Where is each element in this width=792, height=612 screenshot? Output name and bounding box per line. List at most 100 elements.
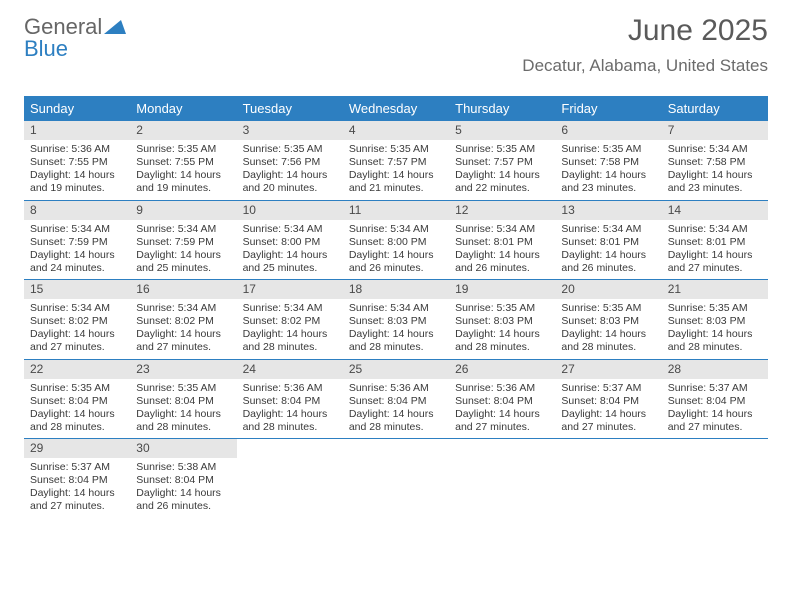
cell-line: Daylight: 14 hours xyxy=(136,169,230,182)
cell-body: Sunrise: 5:34 AMSunset: 7:59 PMDaylight:… xyxy=(130,220,236,280)
cell-line: Sunset: 8:04 PM xyxy=(668,395,762,408)
cell-line: Daylight: 14 hours xyxy=(668,249,762,262)
cell-line: and 28 minutes. xyxy=(243,421,337,434)
calendar-cell: 14Sunrise: 5:34 AMSunset: 8:01 PMDayligh… xyxy=(662,201,768,280)
day-number: 5 xyxy=(449,121,555,140)
calendar-cell: 19Sunrise: 5:35 AMSunset: 8:03 PMDayligh… xyxy=(449,280,555,359)
cell-line: Sunrise: 5:35 AM xyxy=(561,302,655,315)
day-number: 21 xyxy=(662,280,768,299)
cell-body: Sunrise: 5:34 AMSunset: 8:02 PMDaylight:… xyxy=(130,299,236,359)
day-number: 3 xyxy=(237,121,343,140)
day-number: 17 xyxy=(237,280,343,299)
logo-text-2: Blue xyxy=(24,36,68,61)
cell-line: Daylight: 14 hours xyxy=(668,328,762,341)
cell-line: Sunset: 7:56 PM xyxy=(243,156,337,169)
calendar-cell: 4Sunrise: 5:35 AMSunset: 7:57 PMDaylight… xyxy=(343,121,449,200)
weekday-label: Tuesday xyxy=(237,96,343,121)
cell-body: Sunrise: 5:34 AMSunset: 8:02 PMDaylight:… xyxy=(237,299,343,359)
cell-line: Daylight: 14 hours xyxy=(243,328,337,341)
cell-line: Sunrise: 5:35 AM xyxy=(30,382,124,395)
cell-line: Sunset: 8:04 PM xyxy=(349,395,443,408)
cell-line: Daylight: 14 hours xyxy=(561,328,655,341)
cell-line: Sunset: 7:57 PM xyxy=(455,156,549,169)
cell-line: Daylight: 14 hours xyxy=(136,408,230,421)
calendar-cell xyxy=(237,439,343,518)
cell-line: Sunrise: 5:35 AM xyxy=(561,143,655,156)
cell-line: Sunrise: 5:36 AM xyxy=(30,143,124,156)
cell-line: Sunset: 8:04 PM xyxy=(30,395,124,408)
cell-line: Sunrise: 5:35 AM xyxy=(136,143,230,156)
cell-body: Sunrise: 5:35 AMSunset: 8:04 PMDaylight:… xyxy=(130,379,236,439)
cell-line: and 25 minutes. xyxy=(243,262,337,275)
cell-body: Sunrise: 5:35 AMSunset: 7:56 PMDaylight:… xyxy=(237,140,343,200)
cell-line: Sunset: 7:59 PM xyxy=(30,236,124,249)
day-number: 11 xyxy=(343,201,449,220)
cell-line: and 20 minutes. xyxy=(243,182,337,195)
calendar-cell: 18Sunrise: 5:34 AMSunset: 8:03 PMDayligh… xyxy=(343,280,449,359)
cell-line: and 24 minutes. xyxy=(30,262,124,275)
day-number: 9 xyxy=(130,201,236,220)
weekday-label: Wednesday xyxy=(343,96,449,121)
calendar-week: 22Sunrise: 5:35 AMSunset: 8:04 PMDayligh… xyxy=(24,360,768,440)
calendar-week: 1Sunrise: 5:36 AMSunset: 7:55 PMDaylight… xyxy=(24,121,768,201)
cell-line: Sunset: 8:01 PM xyxy=(561,236,655,249)
logo: General Blue xyxy=(24,16,126,60)
cell-line: Sunset: 7:55 PM xyxy=(30,156,124,169)
calendar-cell: 16Sunrise: 5:34 AMSunset: 8:02 PMDayligh… xyxy=(130,280,236,359)
cell-line: Daylight: 14 hours xyxy=(30,328,124,341)
cell-line: Daylight: 14 hours xyxy=(561,408,655,421)
cell-line: Sunrise: 5:34 AM xyxy=(349,223,443,236)
cell-line: and 22 minutes. xyxy=(455,182,549,195)
day-number: 30 xyxy=(130,439,236,458)
calendar-cell: 25Sunrise: 5:36 AMSunset: 8:04 PMDayligh… xyxy=(343,360,449,439)
cell-line: and 28 minutes. xyxy=(30,421,124,434)
cell-line: Sunrise: 5:36 AM xyxy=(455,382,549,395)
cell-body: Sunrise: 5:35 AMSunset: 7:57 PMDaylight:… xyxy=(343,140,449,200)
calendar-cell xyxy=(343,439,449,518)
cell-body: Sunrise: 5:37 AMSunset: 8:04 PMDaylight:… xyxy=(662,379,768,439)
cell-line: and 26 minutes. xyxy=(561,262,655,275)
cell-body: Sunrise: 5:35 AMSunset: 8:03 PMDaylight:… xyxy=(555,299,661,359)
cell-line: Sunrise: 5:34 AM xyxy=(30,223,124,236)
cell-line: Sunset: 8:04 PM xyxy=(243,395,337,408)
cell-line: Sunset: 8:00 PM xyxy=(349,236,443,249)
calendar-week: 8Sunrise: 5:34 AMSunset: 7:59 PMDaylight… xyxy=(24,201,768,281)
cell-line: Sunset: 8:02 PM xyxy=(30,315,124,328)
cell-line: Sunset: 8:04 PM xyxy=(136,474,230,487)
cell-line: and 28 minutes. xyxy=(455,341,549,354)
cell-line: Sunrise: 5:37 AM xyxy=(561,382,655,395)
cell-line: Sunrise: 5:34 AM xyxy=(243,302,337,315)
calendar-cell: 3Sunrise: 5:35 AMSunset: 7:56 PMDaylight… xyxy=(237,121,343,200)
cell-body: Sunrise: 5:36 AMSunset: 8:04 PMDaylight:… xyxy=(449,379,555,439)
day-number: 27 xyxy=(555,360,661,379)
day-number: 4 xyxy=(343,121,449,140)
header: General Blue June 2025 Decatur, Alabama,… xyxy=(0,0,792,96)
calendar-cell: 11Sunrise: 5:34 AMSunset: 8:00 PMDayligh… xyxy=(343,201,449,280)
cell-line: Sunset: 8:04 PM xyxy=(455,395,549,408)
day-number: 20 xyxy=(555,280,661,299)
cell-body: Sunrise: 5:34 AMSunset: 7:59 PMDaylight:… xyxy=(24,220,130,280)
cell-line: and 27 minutes. xyxy=(30,500,124,513)
page-subtitle: Decatur, Alabama, United States xyxy=(522,56,768,76)
cell-body: Sunrise: 5:34 AMSunset: 8:00 PMDaylight:… xyxy=(343,220,449,280)
day-number: 19 xyxy=(449,280,555,299)
cell-line: Sunrise: 5:35 AM xyxy=(668,302,762,315)
day-number: 6 xyxy=(555,121,661,140)
cell-line: Sunrise: 5:35 AM xyxy=(455,302,549,315)
day-number: 24 xyxy=(237,360,343,379)
cell-line: Daylight: 14 hours xyxy=(561,169,655,182)
day-number: 16 xyxy=(130,280,236,299)
calendar-cell xyxy=(555,439,661,518)
day-number: 12 xyxy=(449,201,555,220)
cell-line: Sunrise: 5:35 AM xyxy=(349,143,443,156)
weekday-label: Friday xyxy=(555,96,661,121)
day-number: 13 xyxy=(555,201,661,220)
cell-line: Daylight: 14 hours xyxy=(455,169,549,182)
cell-line: Daylight: 14 hours xyxy=(668,169,762,182)
cell-line: and 27 minutes. xyxy=(136,341,230,354)
cell-body: Sunrise: 5:37 AMSunset: 8:04 PMDaylight:… xyxy=(24,458,130,518)
cell-line: Sunset: 8:01 PM xyxy=(455,236,549,249)
cell-line: Sunrise: 5:34 AM xyxy=(30,302,124,315)
cell-line: Sunset: 7:57 PM xyxy=(349,156,443,169)
cell-line: Daylight: 14 hours xyxy=(455,328,549,341)
